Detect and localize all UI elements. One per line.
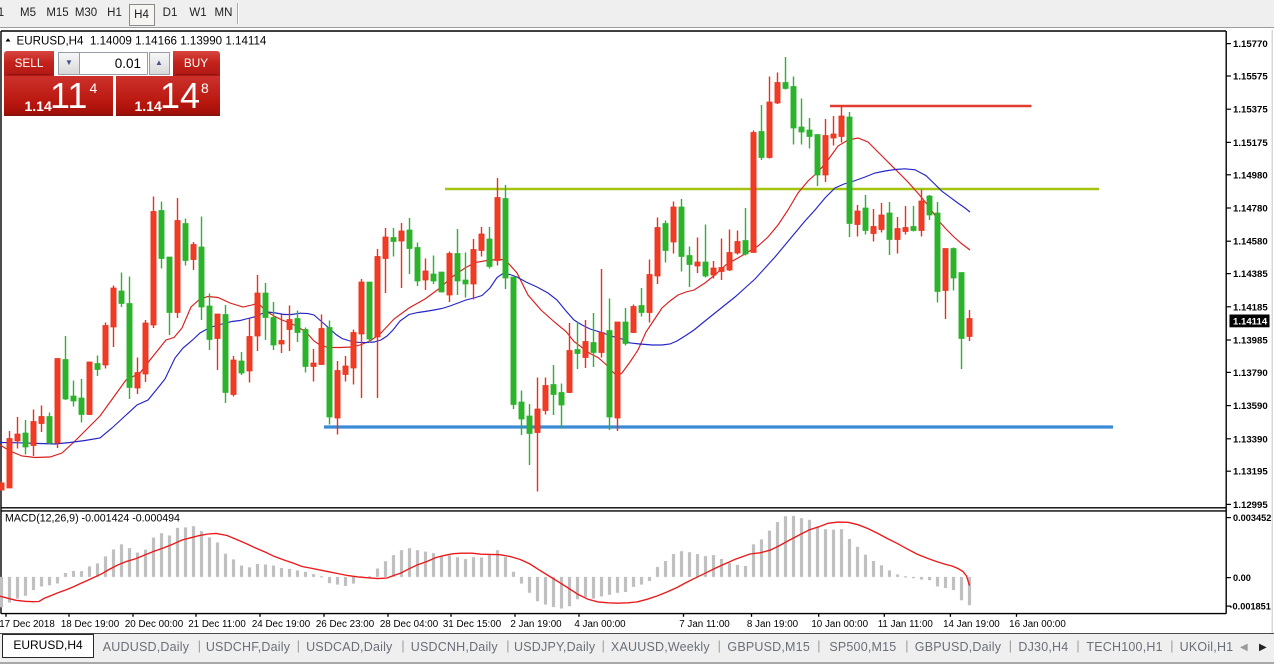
svg-text:7 Jan 11:00: 7 Jan 11:00: [679, 619, 730, 630]
svg-text:1.14114: 1.14114: [1233, 317, 1268, 328]
svg-text:1.13985: 1.13985: [1233, 336, 1268, 347]
svg-text:11 Jan 11:00: 11 Jan 11:00: [878, 619, 934, 630]
svg-text:1.13390: 1.13390: [1233, 434, 1268, 445]
svg-text:1.14385: 1.14385: [1233, 269, 1268, 280]
svg-text:0.00: 0.00: [1233, 573, 1251, 583]
svg-text:17 Dec 2018: 17 Dec 2018: [0, 619, 55, 630]
svg-text:1.15175: 1.15175: [1233, 138, 1268, 149]
svg-text:1.13790: 1.13790: [1233, 368, 1268, 379]
svg-text:14 Jan 19:00: 14 Jan 19:00: [943, 619, 1000, 630]
svg-text:1.13195: 1.13195: [1233, 467, 1268, 478]
svg-text:MACD(12,26,9) -0.001424 -0.000: MACD(12,26,9) -0.001424 -0.000494: [5, 513, 180, 525]
svg-text:0.003452: 0.003452: [1233, 513, 1271, 523]
svg-text:24 Dec 19:00: 24 Dec 19:00: [252, 619, 311, 630]
svg-text:4 Jan 00:00: 4 Jan 00:00: [574, 619, 626, 630]
svg-text:1.13590: 1.13590: [1233, 401, 1268, 412]
svg-text:2 Jan 19:00: 2 Jan 19:00: [510, 619, 562, 630]
svg-text:1.14580: 1.14580: [1233, 237, 1268, 248]
svg-text:-0.001851: -0.001851: [1230, 602, 1271, 612]
svg-text:8 Jan 19:00: 8 Jan 19:00: [747, 619, 799, 630]
svg-text:18 Dec 19:00: 18 Dec 19:00: [61, 619, 120, 630]
svg-text:1.15770: 1.15770: [1233, 39, 1268, 50]
svg-text:1.15575: 1.15575: [1233, 72, 1268, 83]
svg-text:EURUSD,H4 1.14009 1.14166 1.1: EURUSD,H4 1.14009 1.14166 1.13990 1.1411…: [17, 34, 267, 47]
svg-text:21 Dec 11:00: 21 Dec 11:00: [188, 619, 246, 630]
svg-text:26 Dec 23:00: 26 Dec 23:00: [316, 619, 375, 630]
svg-text:1.15375: 1.15375: [1233, 105, 1268, 116]
svg-text:10 Jan 00:00: 10 Jan 00:00: [811, 619, 868, 630]
svg-text:1.14980: 1.14980: [1233, 170, 1268, 181]
svg-text:1.14185: 1.14185: [1233, 302, 1268, 313]
svg-text:28 Dec 04:00: 28 Dec 04:00: [380, 619, 439, 630]
svg-text:1.12995: 1.12995: [1233, 500, 1268, 511]
svg-text:31 Dec 15:00: 31 Dec 15:00: [443, 619, 502, 630]
svg-text:20 Dec 00:00: 20 Dec 00:00: [125, 619, 184, 630]
svg-text:16 Jan 00:00: 16 Jan 00:00: [1009, 619, 1066, 630]
svg-text:1.14780: 1.14780: [1233, 204, 1268, 215]
